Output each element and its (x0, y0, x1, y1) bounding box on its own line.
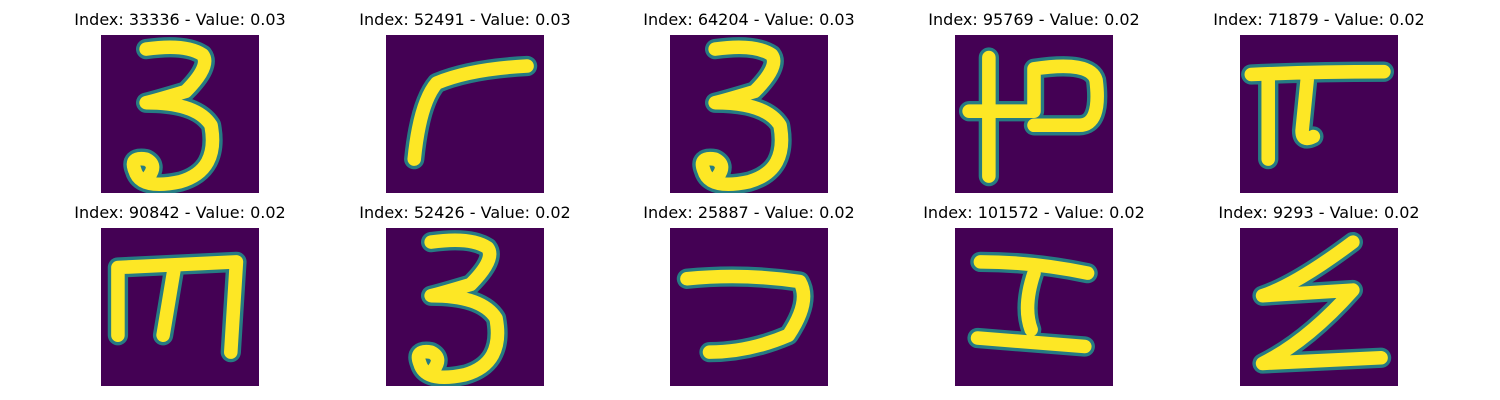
image-panel: Index: 95769 - Value: 0.02 (892, 0, 1176, 193)
image-panel: Index: 71879 - Value: 0.02 (1177, 0, 1461, 193)
image-panel: Index: 101572 - Value: 0.02 (892, 193, 1176, 386)
digit-image-canvas (386, 35, 544, 193)
digit-image (955, 228, 1113, 386)
panel-title: Index: 101572 - Value: 0.02 (923, 203, 1145, 222)
digit-image (101, 35, 259, 193)
panel-title: Index: 52426 - Value: 0.02 (359, 203, 571, 222)
digit-image-canvas (955, 35, 1113, 193)
glyph-stroke (111, 255, 244, 359)
digit-image-canvas (101, 228, 259, 386)
glyph-stroke (1244, 64, 1391, 166)
panel-title: Index: 52491 - Value: 0.03 (359, 10, 571, 29)
digit-image (670, 228, 828, 386)
glyph-stroke (1255, 235, 1388, 371)
glyph-stroke (411, 233, 505, 384)
digit-image (1240, 35, 1398, 193)
panel-title: Index: 25887 - Value: 0.02 (643, 203, 855, 222)
glyph-stroke (970, 255, 1095, 354)
image-panel: Index: 25887 - Value: 0.02 (607, 193, 891, 386)
digit-image-canvas (1240, 228, 1398, 386)
panel-title: Index: 71879 - Value: 0.02 (1213, 10, 1425, 29)
digit-image-canvas (1240, 35, 1398, 193)
panel-title: Index: 95769 - Value: 0.02 (928, 10, 1140, 29)
image-panel: Index: 64204 - Value: 0.03 (607, 0, 891, 193)
panel-title: Index: 9293 - Value: 0.02 (1218, 203, 1420, 222)
image-panel: Index: 90842 - Value: 0.02 (38, 193, 322, 386)
digit-image-canvas (955, 228, 1113, 386)
glyph-stroke (962, 50, 1104, 183)
panel-title: Index: 90842 - Value: 0.02 (74, 203, 286, 222)
digit-image-canvas (386, 228, 544, 386)
glyph-stroke (695, 40, 789, 191)
digit-image (1240, 228, 1398, 386)
panel-title: Index: 64204 - Value: 0.03 (643, 10, 855, 29)
image-panel: Index: 52491 - Value: 0.03 (323, 0, 607, 193)
digit-image-canvas (670, 228, 828, 386)
image-panel: Index: 33336 - Value: 0.03 (38, 0, 322, 193)
digit-image (386, 35, 544, 193)
image-panel: Index: 52426 - Value: 0.02 (323, 193, 607, 386)
glyph-stroke (126, 40, 220, 191)
image-panel: Index: 9293 - Value: 0.02 (1177, 193, 1461, 386)
digit-image-canvas (101, 35, 259, 193)
glyph-stroke (680, 269, 811, 359)
digit-image (386, 228, 544, 386)
digit-image-canvas (670, 35, 828, 193)
digit-image (955, 35, 1113, 193)
digit-image (101, 228, 259, 386)
digit-image (670, 35, 828, 193)
glyph-stroke (407, 59, 534, 166)
panel-title: Index: 33336 - Value: 0.03 (74, 10, 286, 29)
